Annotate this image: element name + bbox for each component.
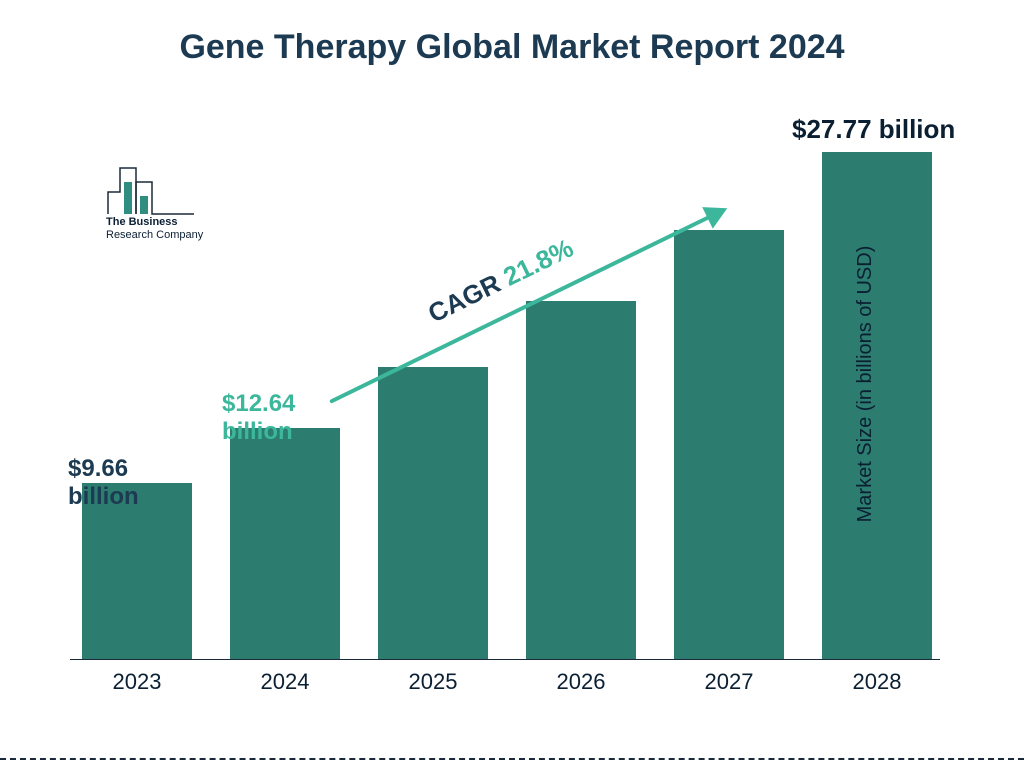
x-axis-label: 2024 bbox=[230, 669, 340, 695]
x-axis-label: 2023 bbox=[82, 669, 192, 695]
y-axis-label: Market Size (in billions of USD) bbox=[854, 246, 877, 523]
x-axis-label: 2028 bbox=[822, 669, 932, 695]
chart-bar bbox=[822, 152, 932, 659]
value-label: $9.66billion bbox=[68, 455, 139, 510]
x-axis-line bbox=[70, 659, 940, 661]
chart-bar bbox=[526, 301, 636, 659]
x-axis-label: 2026 bbox=[526, 669, 636, 695]
chart-title: Gene Therapy Global Market Report 2024 bbox=[0, 28, 1024, 67]
chart-bar bbox=[674, 230, 784, 659]
bottom-dashed-line bbox=[0, 758, 1024, 760]
value-label: $27.77 billion bbox=[792, 115, 955, 145]
chart-bar bbox=[230, 428, 340, 659]
chart-bar bbox=[378, 367, 488, 659]
value-label: $12.64billion bbox=[222, 390, 295, 445]
bar-chart: 2023 2024 2025 2026 2027 2028 bbox=[70, 140, 940, 700]
x-axis-label: 2025 bbox=[378, 669, 488, 695]
x-axis-label: 2027 bbox=[674, 669, 784, 695]
